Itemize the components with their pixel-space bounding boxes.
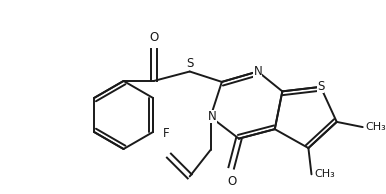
Text: S: S — [317, 80, 324, 93]
Text: CH₃: CH₃ — [366, 122, 386, 132]
Text: O: O — [149, 31, 158, 44]
Text: CH₃: CH₃ — [314, 169, 335, 179]
Text: N: N — [253, 65, 262, 78]
Text: N: N — [208, 110, 217, 123]
Text: S: S — [186, 57, 193, 70]
Text: O: O — [227, 175, 237, 188]
Text: F: F — [163, 127, 169, 140]
